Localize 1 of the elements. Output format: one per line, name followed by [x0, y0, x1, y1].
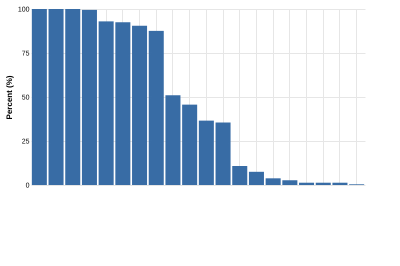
y-axis-title: Percent (%): [4, 75, 14, 120]
